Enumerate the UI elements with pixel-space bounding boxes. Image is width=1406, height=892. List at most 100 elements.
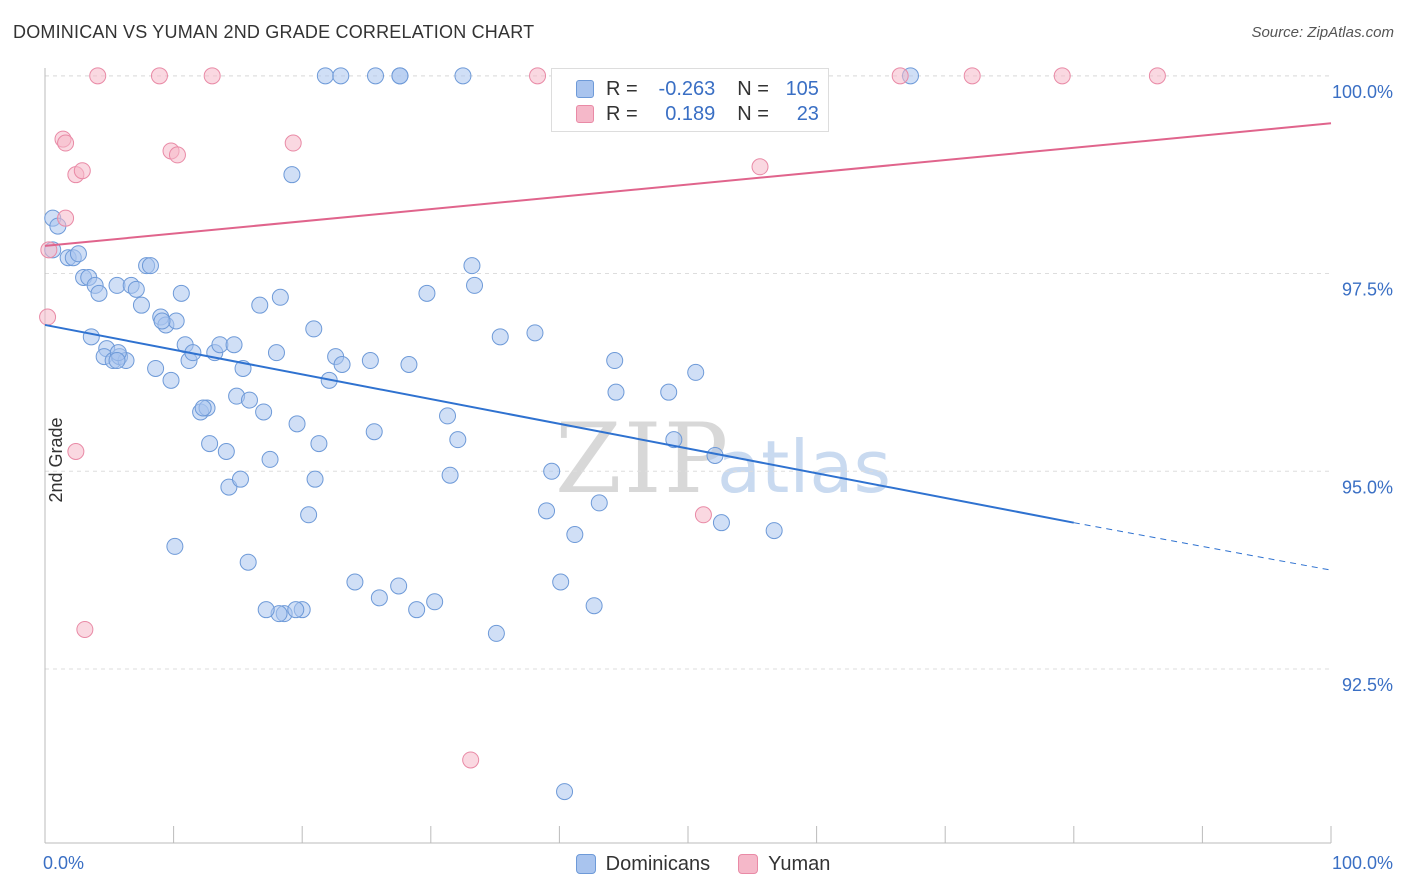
yuman-point [203,67,221,85]
yuman-point [150,67,168,85]
dominicans-point [449,431,467,449]
dominicans-point [543,462,561,480]
yuman-point [89,67,107,85]
watermark-zip: ZIP [555,403,730,515]
dominicans-point [665,431,683,449]
dominicans-point [255,403,273,421]
n-value: 105 [785,77,819,100]
yuman-point [1053,67,1071,85]
dominicans-point [132,296,150,314]
dominicans-point [590,494,608,512]
dominicans-point [239,553,257,571]
dominicans-point [454,67,472,85]
dominicans-point [306,470,324,488]
yuman-point [529,67,547,85]
dominicans-point [90,284,108,302]
dominicans-point [361,352,379,370]
yuman-point [1148,67,1166,85]
dominicans-point [305,320,323,338]
yuman-point [891,67,909,85]
dominicans-point [162,371,180,389]
dominicans-point [606,352,624,370]
dominicans-point [287,601,305,619]
x-tick-label: 100.0% [1332,853,1393,873]
dominicans-point [261,450,279,468]
dominicans-point [82,328,100,346]
dominicans-point [267,344,285,362]
y-tick-label: 95.0% [1342,477,1393,497]
yuman-trend-line [44,122,1332,247]
r-value: -0.263 [658,77,716,100]
dominicans-point [153,312,171,330]
dominicans-point [463,257,481,275]
y-tick-label: 97.5% [1342,280,1393,300]
yuman-point [751,158,769,176]
stats-row-dominicans: R = -0.263 N = 105 [576,77,819,101]
n-label: N = [737,77,769,100]
dominicans-point [172,284,190,302]
dominicans-swatch [576,80,594,98]
yuman-point [284,134,302,152]
legend-label: Dominicans [605,852,711,875]
dominicans-point [147,359,165,377]
dominicans-point [217,443,235,460]
dominicans-point [552,573,570,591]
dominicans-point [69,245,87,263]
dominicans-point [765,522,783,540]
yuman-point [39,308,57,326]
r-label: R = [606,77,638,100]
chart-title: DOMINICAN VS YUMAN 2ND GRADE CORRELATION… [13,22,535,42]
dominicans-point [439,407,457,425]
dominicans-point [466,276,484,294]
dominicans-point [231,470,249,488]
dominicans-point [167,312,185,330]
dominicans-point [607,383,625,401]
yuman-point [963,67,981,85]
dominicans-point [333,356,351,373]
yuman-point [462,751,480,769]
dominicans-point [194,399,212,417]
dominicans-point [566,526,584,544]
dominicans-point [538,502,556,520]
dominicans-point [283,166,301,184]
dominicans-point [660,383,678,401]
dominicans-point [201,435,219,453]
legend-label: Yuman [768,852,831,875]
dominicans-point [257,601,275,619]
yuman-point [73,162,91,180]
yuman-swatch [576,105,594,123]
dominicans-point [332,67,350,85]
yuman-point [57,209,75,227]
dominicans-point [300,506,318,524]
dominicans-point [390,577,408,595]
stats-legend: R = -0.263 N = 105 R = 0.189 N = 23 [551,68,829,132]
dominicans-point [400,356,418,373]
yuman-point [168,146,186,164]
dominicans-point [418,284,436,302]
dominicans-point [251,296,269,314]
dominicans-point [367,67,385,85]
dominicans-point [310,435,328,453]
dominicans-point [225,336,243,354]
source-label: Source: ZipAtlas.com [1251,24,1394,41]
dominicans-point [441,466,459,484]
dominicans-point [408,601,426,619]
dominicans-point [687,363,705,381]
dominicans-point [211,336,229,354]
dominicans-trend-line [44,323,1074,524]
y-tick-label: 100.0% [1332,82,1393,102]
dominicans-point [370,589,388,607]
dominicans-point [316,67,334,85]
dominicans-point [491,328,509,346]
dominicans-trend-extension [1073,522,1332,571]
dominicans-point [487,624,505,642]
dominicans-point [108,276,126,294]
dominicans-point [556,783,574,801]
dominicans-point [712,514,730,532]
series-legend: Dominicans Yuman [0,851,1406,877]
yuman-legend-swatch [738,854,759,874]
dominicans-point [127,280,145,298]
watermark-atlas: atlas [717,425,891,509]
dominicans-point [391,67,409,85]
